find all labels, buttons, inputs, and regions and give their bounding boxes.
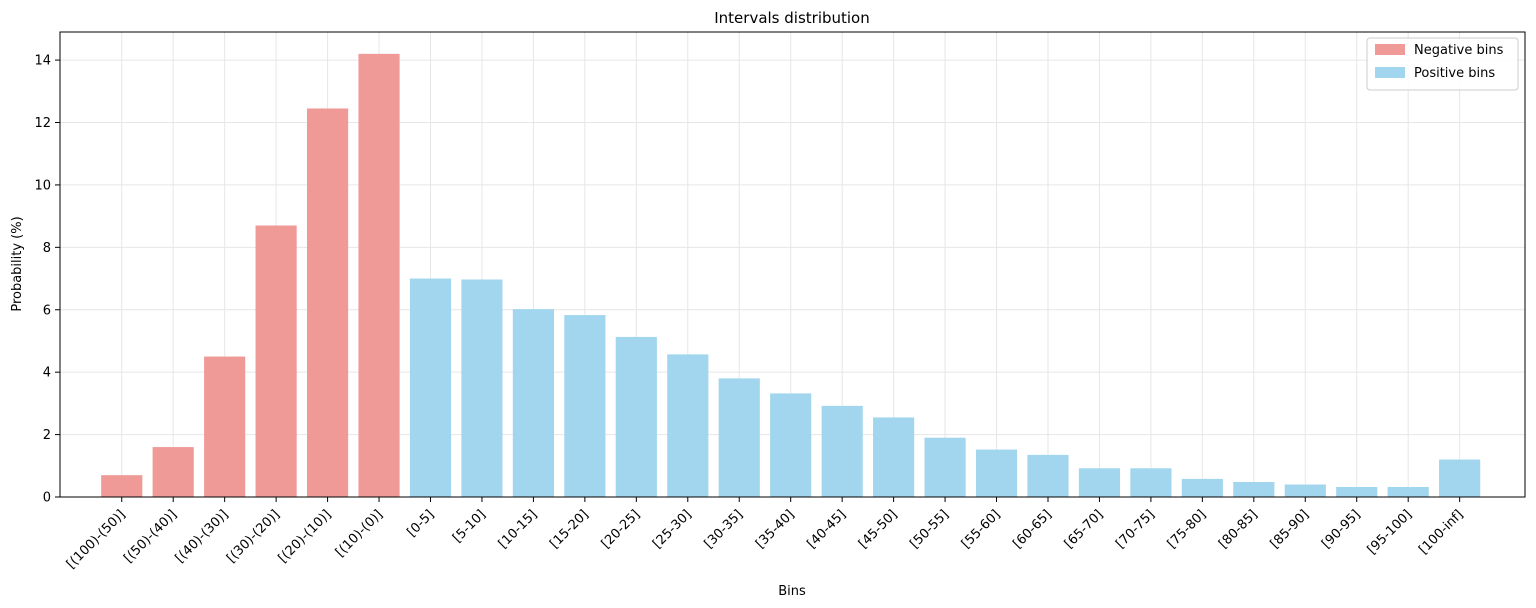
y-tick-label: 8 — [43, 241, 51, 256]
x-tick-label: [40-45] — [804, 507, 848, 551]
negative-bar — [358, 53, 400, 497]
positive-bar — [1233, 482, 1275, 497]
y-tick-label: 14 — [34, 54, 51, 69]
bars — [101, 53, 1481, 498]
x-tick-label: [80-85] — [1216, 507, 1260, 551]
x-tick-label: [(50)-(40)] — [121, 507, 180, 566]
positive-bar — [1284, 484, 1326, 497]
x-tick-label: [20-25] — [599, 507, 643, 551]
positive-bar — [667, 354, 709, 497]
positive-bar — [770, 393, 812, 497]
positive-bar — [1181, 478, 1223, 497]
x-axis-label: Bins — [778, 584, 806, 599]
negative-bar — [306, 108, 349, 498]
legend-label-negative: Negative bins — [1414, 43, 1504, 58]
positive-bar — [461, 279, 503, 497]
x-tick-label: [60-65] — [1010, 507, 1054, 551]
positive-bar — [1027, 454, 1069, 497]
x-tick-label: [100-inf] — [1416, 507, 1466, 557]
positive-bar — [1439, 459, 1481, 497]
x-tick-label: [5-10] — [450, 507, 489, 546]
x-tick-label: [(40)-(30)] — [173, 507, 232, 566]
x-tick-label: [95-100] — [1365, 507, 1415, 557]
x-tick-label: [25-30] — [650, 507, 694, 551]
y-tick-label: 10 — [34, 178, 51, 193]
x-tick-label: [30-35] — [702, 507, 746, 551]
positive-bar — [924, 437, 966, 497]
x-tick-label: [(100)-(50)] — [64, 507, 129, 572]
positive-bar — [821, 405, 863, 497]
plot-frame — [59, 31, 1526, 498]
legend-label-positive: Positive bins — [1414, 66, 1495, 81]
negative-bar — [255, 225, 297, 497]
y-tick-label: 4 — [43, 366, 51, 381]
x-tick-label: [50-55] — [907, 507, 951, 551]
positive-bar — [1078, 468, 1121, 497]
positive-bar — [1130, 468, 1172, 497]
x-tick-label: [90-95] — [1319, 507, 1363, 551]
y-tick-label: 0 — [43, 491, 51, 506]
positive-bar — [1387, 487, 1429, 497]
x-tick-label: [0-5] — [405, 507, 438, 540]
negative-bar — [152, 447, 194, 497]
y-tick-label: 6 — [43, 303, 51, 318]
y-axis-label: Probability (%) — [10, 216, 25, 311]
y-axis: 0 2 4 6 8 10 12 14 — [34, 54, 60, 506]
positive-bar — [873, 417, 915, 497]
positive-bar — [564, 315, 606, 497]
x-tick-label: [75-80] — [1165, 507, 1209, 551]
chart-title: Intervals distribution — [714, 9, 870, 27]
x-tick-label: [(20)-(10)] — [276, 507, 335, 566]
positive-bar — [718, 378, 760, 497]
positive-bar — [615, 336, 657, 497]
y-tick-label: 12 — [34, 116, 51, 131]
legend: Negative bins Positive bins — [1366, 37, 1519, 91]
positive-bar — [975, 449, 1018, 497]
x-tick-label: [45-50] — [856, 507, 900, 551]
legend-swatch-negative — [1375, 44, 1405, 55]
positive-bar — [512, 309, 554, 497]
negative-bar — [204, 356, 246, 497]
x-tick-label: [35-40] — [753, 507, 797, 551]
legend-swatch-positive — [1375, 67, 1405, 78]
x-tick-label: [85-90] — [1268, 507, 1312, 551]
x-tick-label: [10-15] — [496, 507, 540, 551]
x-tick-label: [55-60] — [959, 507, 1003, 551]
y-tick-label: 2 — [43, 428, 51, 443]
x-tick-label: [15-20] — [547, 507, 591, 551]
x-tick-label: [70-75] — [1113, 507, 1157, 551]
x-tick-label: [65-70] — [1062, 507, 1106, 551]
positive-bar — [409, 278, 452, 497]
negative-bar — [101, 475, 143, 497]
x-axis: [(100)-(50)][(50)-(40)][(40)-(30)][(30)-… — [64, 497, 1466, 572]
positive-bar — [1336, 487, 1378, 497]
x-tick-label: [(30)-(20)] — [224, 507, 283, 566]
x-tick-label: [(10)-(0)] — [333, 507, 386, 560]
